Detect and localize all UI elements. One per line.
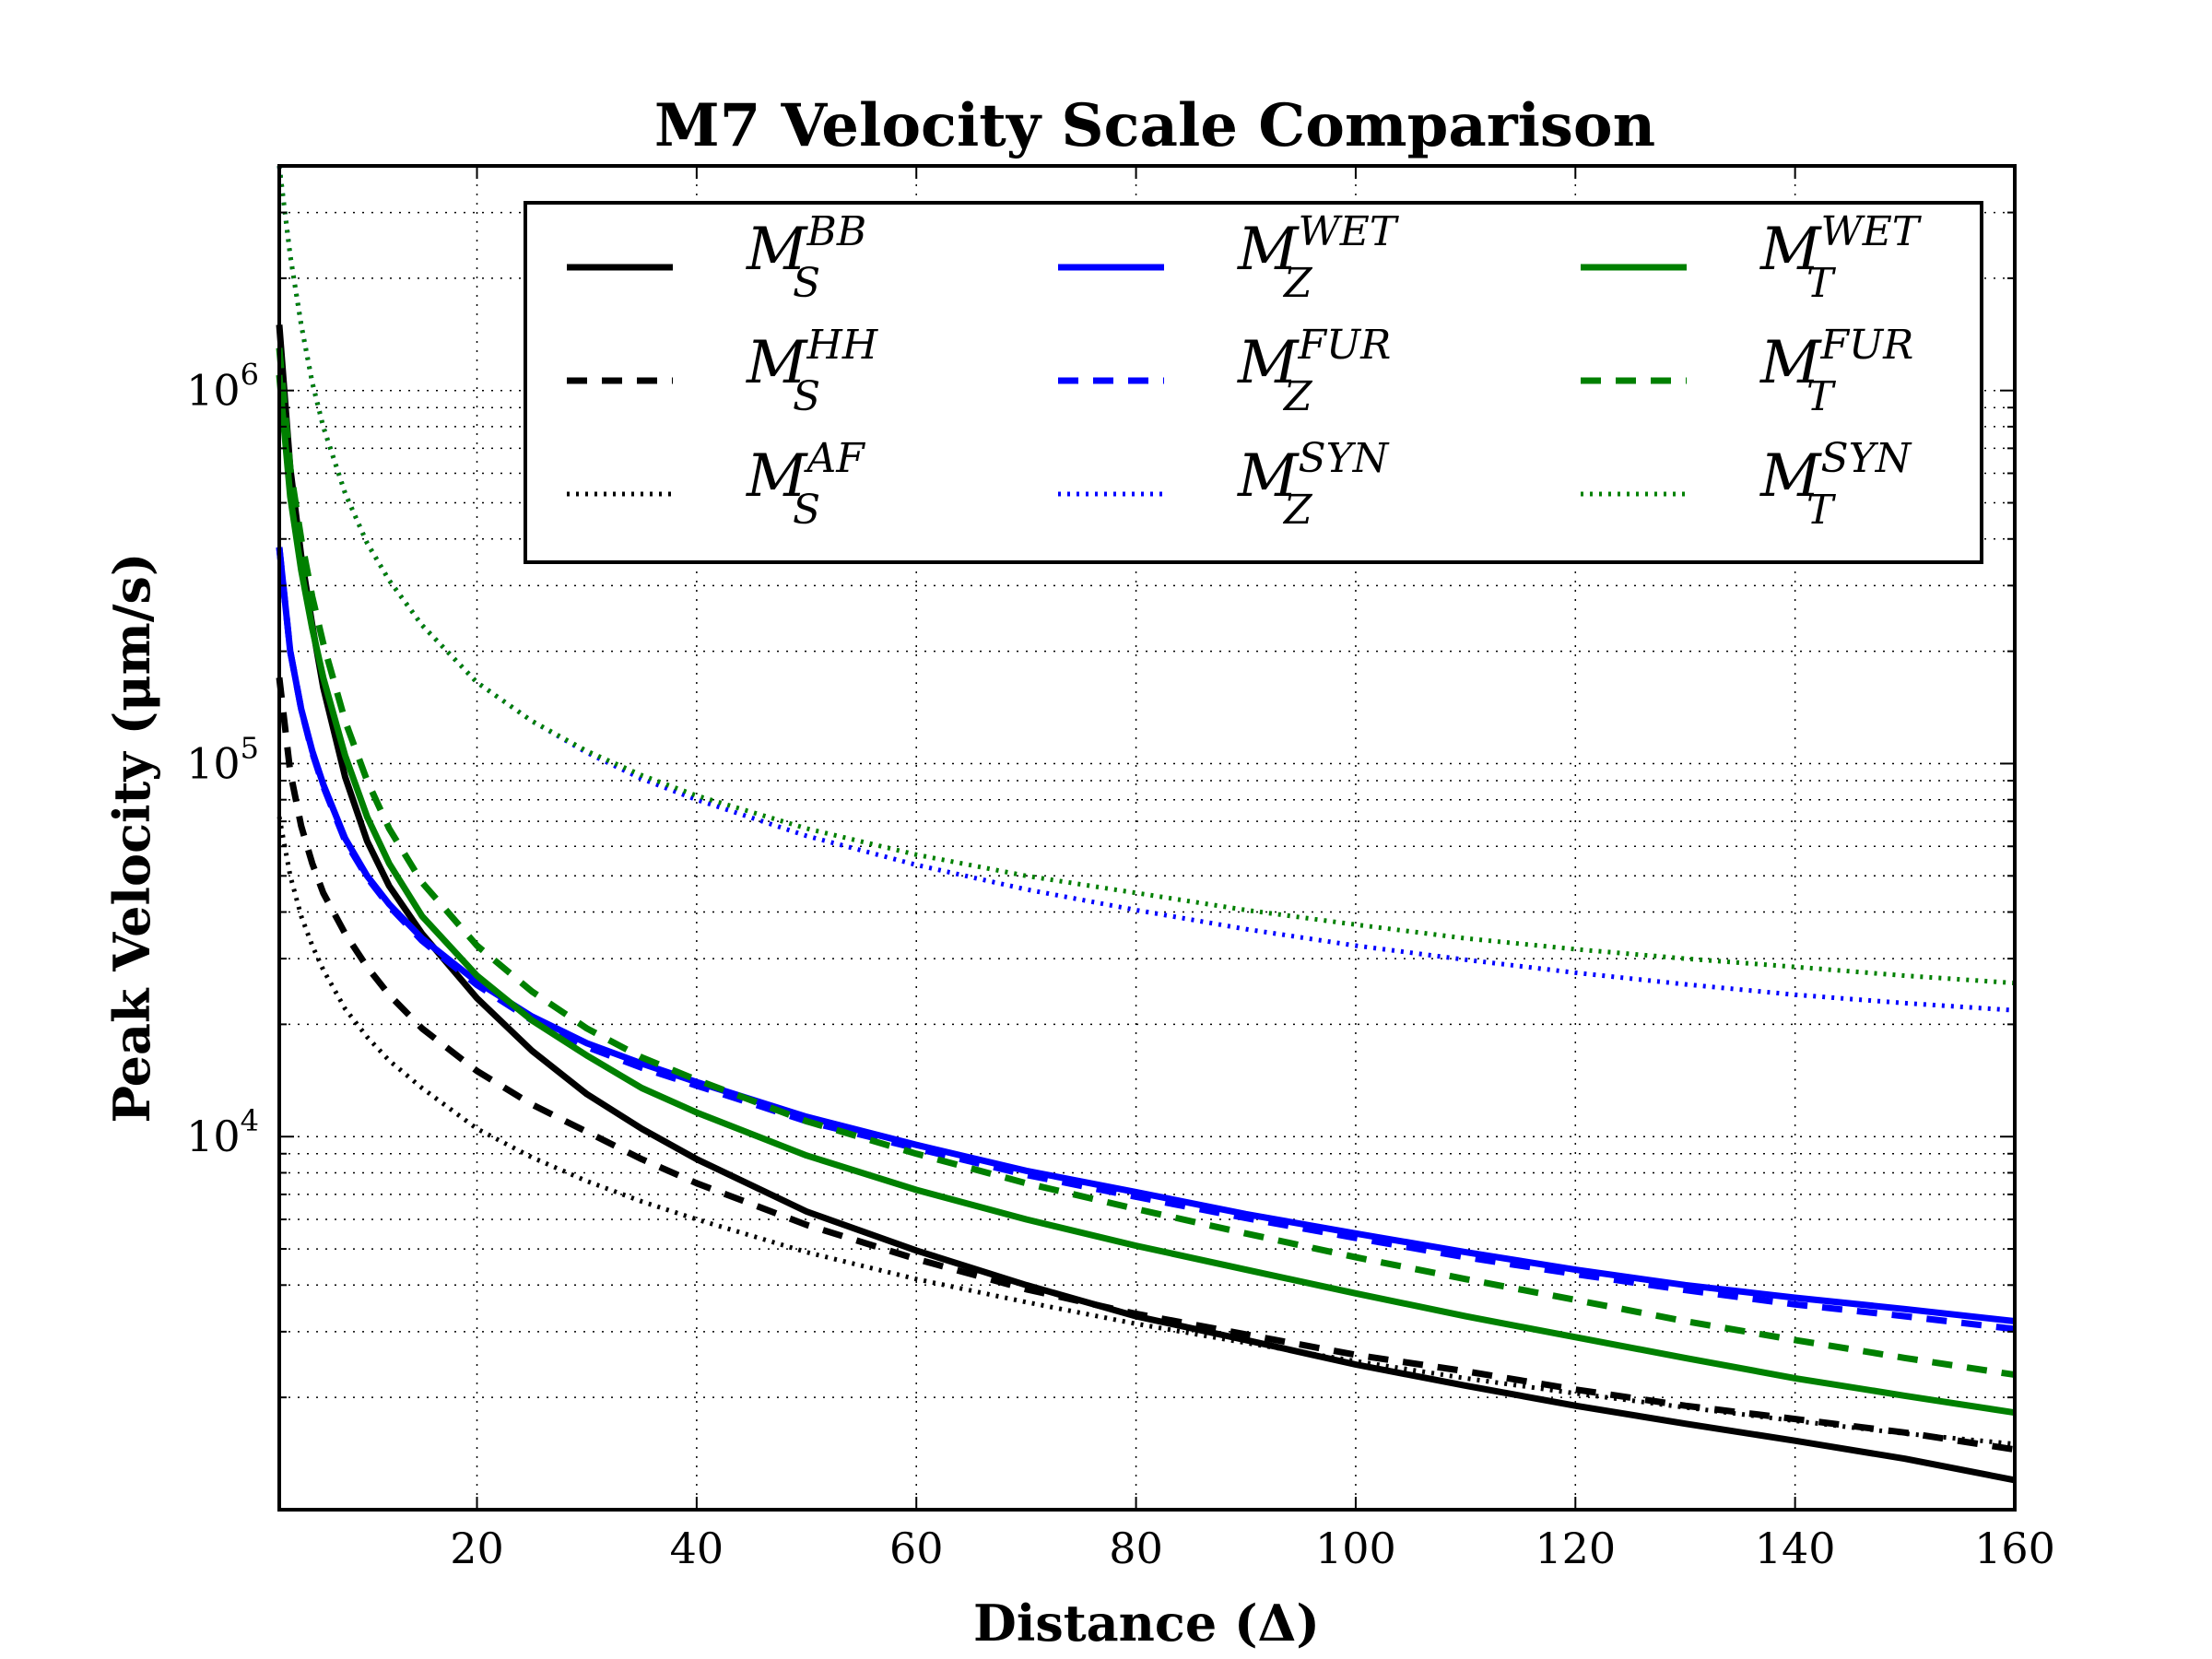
series-line-8	[276, 347, 2016, 1379]
series-line-2	[276, 677, 2016, 1453]
legend-label-2: MHH S	[746, 322, 879, 420]
y-tick-label: 104	[186, 1103, 259, 1161]
legend-label-5: MFUR Z	[1237, 322, 1391, 420]
x-tick-label: 80	[1109, 1524, 1163, 1573]
series-line-6	[276, 165, 2016, 1013]
legend-label-7: MWET T	[1759, 208, 1923, 307]
x-tick-label: 100	[1315, 1524, 1396, 1573]
y-axis-label: Peak Velocity (μm/s)	[102, 553, 161, 1124]
legend-label-6: MSYN Z	[1237, 435, 1390, 534]
series-line-5	[276, 547, 2016, 1333]
legend-label-4: MWET Z	[1237, 208, 1400, 307]
legend-label-1: MBB S	[746, 208, 866, 307]
y-tick-label: 105	[186, 730, 259, 788]
legend-box	[524, 201, 1983, 564]
x-tick-label: 40	[670, 1524, 724, 1573]
legend-label-9: MSYN T	[1759, 435, 1912, 534]
chart-title: M7 Velocity Scale Comparison	[654, 91, 1655, 160]
x-tick-label: 20	[450, 1524, 504, 1573]
y-tick-label: 106	[186, 358, 259, 416]
series-line-7	[276, 374, 2016, 1417]
ticks: 20 40 60 80 100 120 140 160 104 105 106	[186, 165, 2055, 1573]
x-tick-label: 60	[889, 1524, 944, 1573]
x-tick-label: 140	[1755, 1524, 1836, 1573]
legend-label-3: MAF S	[746, 435, 865, 534]
series-line-3	[276, 816, 2016, 1447]
x-tick-label: 160	[1974, 1524, 2055, 1573]
legend: MBB S MHH S MAF S MWET Z MFUR Z MSYN Z MWET T MFUR T MSY…	[524, 201, 1983, 564]
plot-frame	[277, 164, 2017, 1512]
x-axis-label: Distance (Δ)	[973, 1594, 1320, 1653]
x-tick-label: 120	[1535, 1524, 1616, 1573]
series-layer	[276, 165, 2016, 1484]
legend-label-8: MFUR T	[1759, 322, 1913, 420]
